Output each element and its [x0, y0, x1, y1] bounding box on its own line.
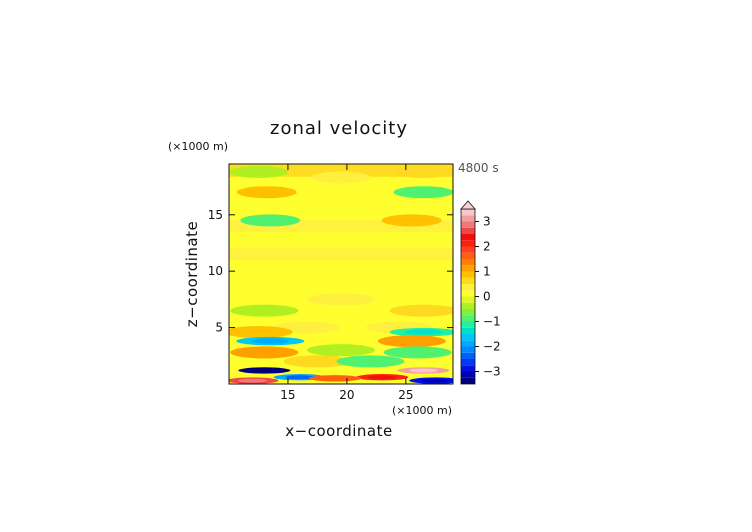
colorbar-swatch-27: [461, 209, 475, 216]
x-axis-unit: (×1000 m): [392, 404, 452, 417]
field-core-23: [285, 375, 315, 380]
field-feature-1: [229, 165, 289, 178]
colorbar-swatch-6: [461, 340, 475, 347]
plot-area: [229, 164, 453, 384]
x-axis-title: x−coordinate: [285, 422, 392, 440]
colorbar-swatch-7: [461, 334, 475, 341]
colorbar-tick-label-5: 2: [483, 240, 491, 254]
field-feature-18: [383, 346, 452, 359]
field-feature-3: [236, 186, 297, 199]
field-core-27: [421, 378, 450, 383]
field-core-21: [250, 368, 279, 373]
x-axis-ticks: 15 20 25: [280, 164, 413, 402]
y-axis-unit: (×1000 m): [168, 140, 228, 153]
colorbar-swatch-21: [461, 246, 475, 253]
colorbar-swatch-16: [461, 277, 475, 284]
field-core-24: [367, 375, 397, 380]
y-tick-label-10: 10: [208, 264, 223, 278]
colorbar-swatch-18: [461, 265, 475, 272]
field-feature-19: [283, 355, 352, 368]
zonal-band-1: [229, 195, 453, 208]
field-core-26: [238, 378, 267, 383]
y-axis-title: z−coordinate: [183, 221, 201, 327]
y-tick-label-15: 15: [208, 208, 223, 222]
y-tick-label-5: 5: [215, 321, 223, 335]
colorbar-swatch-10: [461, 315, 475, 322]
colorbar-swatch-8: [461, 327, 475, 334]
zonal-band-4: [229, 276, 453, 289]
colorbar-tick-label-0: −3: [483, 365, 501, 379]
colorbar-swatch-9: [461, 321, 475, 328]
colorbar-swatch-26: [461, 215, 475, 222]
colorbar-tick-label-3: 0: [483, 290, 491, 304]
field-core-25: [320, 376, 350, 381]
colorbar-swatch-11: [461, 309, 475, 316]
field-feature-17: [230, 346, 299, 359]
field-feature-4: [393, 186, 453, 199]
colorbar-tick-label-2: −1: [483, 315, 501, 329]
field-feature-2: [393, 165, 453, 178]
x-tick-label-15: 15: [280, 388, 295, 402]
zonal-band-3: [229, 248, 453, 261]
x-tick-label-25: 25: [398, 388, 413, 402]
colorbar-swatch-19: [461, 259, 475, 266]
colorbar-tick-label-6: 3: [483, 215, 491, 229]
colorbar-swatch-20: [461, 252, 475, 259]
colorbar-swatch-14: [461, 290, 475, 297]
colorbar-tick-label-4: 1: [483, 265, 491, 279]
field-feature-9: [389, 304, 453, 317]
field-feature-15: [377, 335, 446, 348]
field-feature-7: [307, 293, 375, 306]
chart-title: zonal velocity: [270, 118, 408, 139]
colorbar-swatch-4: [461, 352, 475, 359]
field-core-14: [251, 338, 289, 344]
field-feature-8: [230, 304, 299, 317]
colorbar-extend-arrow: [460, 200, 476, 210]
colorbar-swatch-23: [461, 234, 475, 241]
colorbar-swatch-22: [461, 240, 475, 247]
colorbar-swatch-15: [461, 284, 475, 291]
colorbar-swatch-5: [461, 346, 475, 353]
field-feature-16: [307, 344, 375, 357]
colorbar-swatch-1: [461, 371, 475, 378]
colorbar-swatch-12: [461, 302, 475, 309]
colorbar-swatch-24: [461, 227, 475, 234]
colorbar: −3 −2 −1 0 1 2 3: [460, 200, 501, 385]
colorbar-tick-label-1: −2: [483, 340, 501, 354]
colorbar-swatch-13: [461, 296, 475, 303]
colorbar-swatch-17: [461, 271, 475, 278]
colorbar-swatch-3: [461, 359, 475, 366]
colorbar-swatch-25: [461, 221, 475, 228]
field-feature-20: [336, 355, 405, 368]
time-label: 4800 s: [458, 161, 499, 175]
field-feature-6: [381, 214, 442, 227]
field-core-13: [404, 329, 443, 335]
y-axis-ticks: 5 10 15: [208, 208, 453, 335]
field-feature-0: [311, 171, 371, 184]
field-core-22: [409, 368, 438, 373]
field-feature-12: [229, 326, 293, 339]
field-feature-5: [240, 214, 301, 227]
colorbar-swatch-0: [461, 377, 475, 384]
colorbar-swatch-2: [461, 365, 475, 372]
x-tick-label-20: 20: [339, 388, 354, 402]
plot-frame: [228, 163, 454, 385]
